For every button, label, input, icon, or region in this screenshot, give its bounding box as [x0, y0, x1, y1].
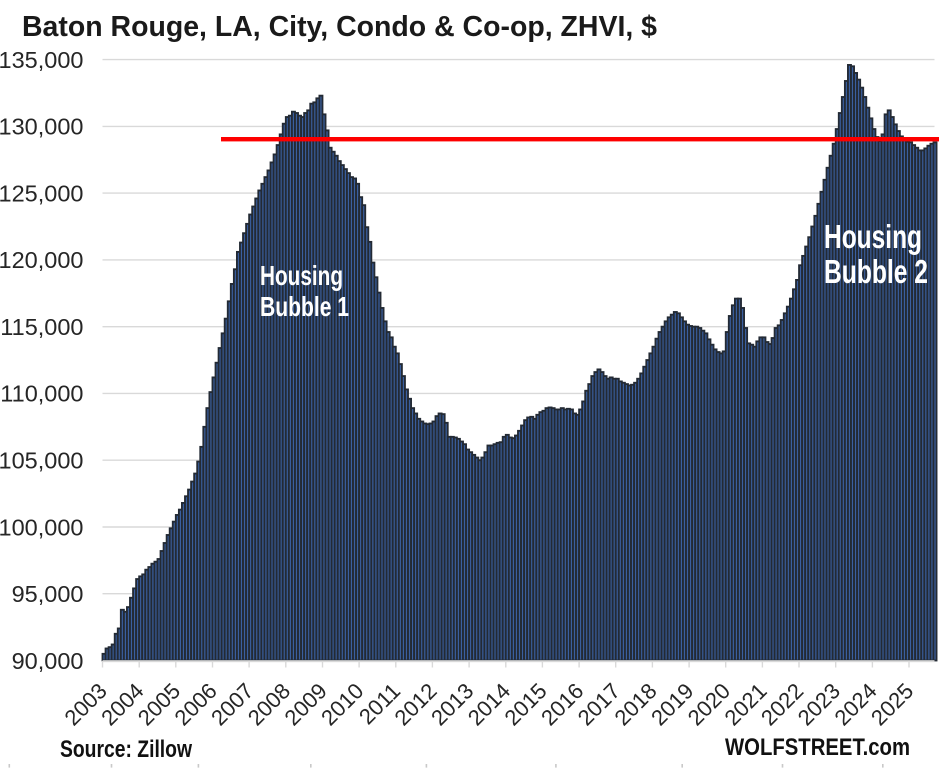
svg-text:120,000: 120,000 — [0, 247, 84, 273]
svg-text:100,000: 100,000 — [0, 514, 84, 540]
svg-text:Bubble 2: Bubble 2 — [824, 253, 928, 290]
svg-text:Housing: Housing — [260, 260, 343, 291]
svg-text:WOLFSTREET.com: WOLFSTREET.com — [725, 734, 910, 761]
svg-text:Baton Rouge, LA, City, Condo &: Baton Rouge, LA, City, Condo & Co-op, ZH… — [22, 11, 657, 43]
svg-text:110,000: 110,000 — [0, 381, 83, 407]
svg-text:95,000: 95,000 — [12, 581, 84, 607]
svg-text:Housing: Housing — [824, 218, 922, 255]
svg-text:90,000: 90,000 — [12, 648, 84, 674]
svg-text:Bubble 1: Bubble 1 — [260, 291, 349, 322]
svg-text:125,000: 125,000 — [0, 180, 84, 206]
svg-text:105,000: 105,000 — [0, 448, 84, 474]
svg-text:115,000: 115,000 — [0, 314, 83, 340]
svg-text:135,000: 135,000 — [0, 47, 84, 73]
svg-text:Source: Zillow: Source: Zillow — [60, 736, 192, 763]
svg-text:130,000: 130,000 — [0, 114, 84, 140]
